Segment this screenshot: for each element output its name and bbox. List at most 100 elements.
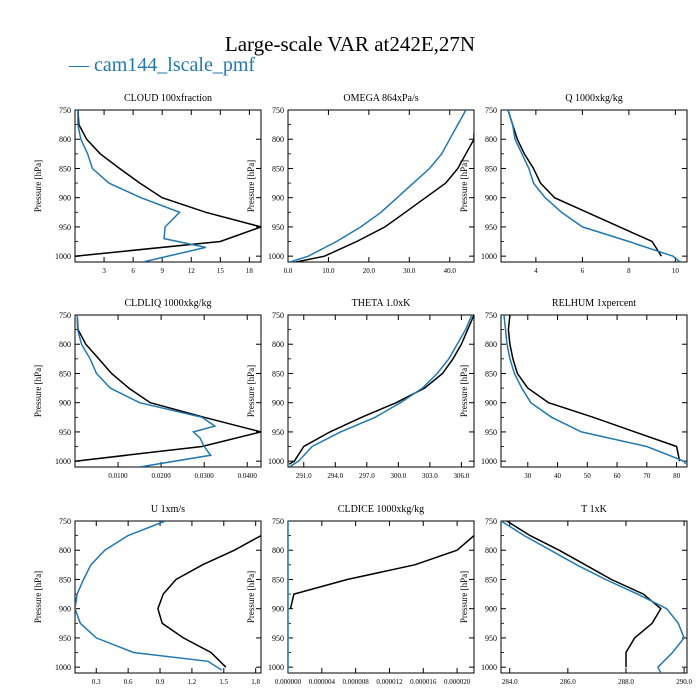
panel-title: OMEGA 864xPa/s [343, 93, 418, 104]
panel-title: T 1xK [581, 504, 607, 515]
y-tick-label: 750 [485, 106, 497, 115]
x-tick-label: 6 [131, 267, 135, 275]
series-line-1 [507, 110, 663, 257]
y-tick-label: 850 [59, 575, 71, 584]
x-tick-label: 0.0100 [108, 472, 128, 480]
y-tick-label: 800 [272, 340, 284, 349]
y-tick-label: 850 [59, 164, 71, 173]
x-tick-label: 30.0 [403, 267, 416, 275]
y-axis-label: Pressure [hPa] [33, 160, 43, 212]
series-line-1 [157, 534, 261, 668]
panel-5: THETA 1.0xK Pressure [hPa] 750 800 850 900 950… [246, 298, 475, 480]
panel-frame [500, 109, 688, 263]
x-tick-label: 0.0200 [151, 472, 171, 480]
panel-title: THETA 1.0xK [352, 298, 411, 309]
x-tick-label: 3 [102, 267, 106, 275]
y-tick-label: 950 [485, 223, 497, 232]
x-tick-label: 0.6 [124, 678, 133, 686]
y-tick-label: 950 [272, 428, 284, 437]
y-tick-label: 1000 [55, 457, 71, 466]
x-tick-label: 0.9 [156, 678, 165, 686]
panel-title: Q 1000xkg/kg [565, 93, 623, 104]
x-tick-label: 10 [672, 267, 680, 275]
x-tick-label: 1.2 [188, 678, 197, 686]
y-tick-label: 1000 [268, 457, 284, 466]
x-tick-label: 303.0 [422, 472, 438, 480]
y-tick-label: 800 [59, 340, 71, 349]
y-tick-label: 750 [59, 106, 71, 115]
y-tick-label: 800 [59, 546, 71, 555]
y-axis-label: Pressure [hPa] [459, 571, 469, 623]
series-line-2 [288, 315, 473, 467]
series-line-1 [75, 110, 261, 257]
x-tick-label: 1.8 [251, 678, 260, 686]
y-tick-label: 900 [485, 605, 497, 614]
series-line-2 [77, 110, 206, 262]
series-line-2 [76, 315, 217, 467]
y-tick-label: 900 [59, 194, 71, 203]
x-tick-label: 60 [614, 472, 622, 480]
x-tick-label: 15 [217, 267, 225, 275]
y-tick-label: 950 [59, 428, 71, 437]
y-tick-label: 900 [485, 194, 497, 203]
x-tick-label: 0.0 [284, 267, 293, 275]
panel-6: RELHUM 1xpercent Pressure [hPa] 750 800 850 9… [459, 298, 688, 480]
panel-title: CLOUD 100xfraction [124, 93, 212, 104]
y-tick-label: 950 [59, 634, 71, 643]
y-tick-label: 950 [485, 634, 497, 643]
x-tick-label: 6 [581, 267, 585, 275]
x-tick-label: 0.0400 [238, 472, 258, 480]
y-tick-label: 850 [59, 369, 71, 378]
x-tick-label: 8 [627, 267, 631, 275]
series-line-1 [288, 315, 474, 465]
y-tick-label: 750 [272, 106, 284, 115]
panel-frame [287, 520, 475, 674]
y-tick-label: 1000 [55, 663, 71, 672]
y-tick-label: 800 [272, 135, 284, 144]
y-tick-label: 1000 [268, 252, 284, 261]
y-tick-label: 750 [59, 517, 71, 526]
x-tick-label: 0.000012 [376, 678, 403, 686]
y-tick-label: 950 [59, 223, 71, 232]
series-line-2 [501, 521, 685, 673]
series-line-1 [289, 535, 474, 609]
panel-frame [287, 314, 475, 468]
panel-frame [287, 109, 475, 263]
x-tick-label: 70 [643, 472, 651, 480]
y-tick-label: 950 [485, 428, 497, 437]
panel-2: OMEGA 864xPa/s Pressure [hPa] 750 800 850 900… [246, 93, 475, 275]
y-tick-label: 750 [59, 311, 71, 320]
x-tick-label: 0.000016 [410, 678, 437, 686]
y-tick-label: 850 [485, 575, 497, 584]
x-tick-label: 0.000000 [275, 678, 302, 686]
y-tick-label: 1000 [481, 252, 497, 261]
x-tick-label: 0.000008 [343, 678, 370, 686]
x-tick-label: 300.0 [390, 472, 406, 480]
panel-4: CLDLIQ 1000xkg/kg Pressure [hPa] 750 800 850… [33, 298, 262, 480]
y-tick-label: 900 [485, 399, 497, 408]
x-tick-label: 0.0300 [195, 472, 215, 480]
y-tick-label: 900 [272, 605, 284, 614]
series-line-1 [507, 315, 681, 462]
y-tick-label: 1000 [481, 663, 497, 672]
x-tick-label: 286.0 [560, 678, 576, 686]
x-tick-label: 10.0 [322, 267, 335, 275]
y-tick-label: 900 [272, 399, 284, 408]
figure-title: Large-scale VAR at242E,27N [224, 32, 476, 56]
series-line-2 [503, 315, 687, 465]
x-tick-label: 18 [246, 267, 254, 275]
y-axis-label: Pressure [hPa] [33, 365, 43, 417]
panel-frame [74, 109, 262, 263]
panel-3: Q 1000xkg/kg Pressure [hPa] 750 800 850 900 95… [459, 93, 688, 275]
panel-frame [500, 314, 688, 468]
y-tick-label: 800 [485, 546, 497, 555]
y-tick-label: 750 [272, 311, 284, 320]
y-tick-label: 950 [272, 634, 284, 643]
panel-7: U 1xm/s Pressure [hPa] 750 800 850 900 950 1000… [33, 504, 262, 686]
y-axis-label: Pressure [hPa] [246, 160, 256, 212]
y-axis-label: Pressure [hPa] [459, 365, 469, 417]
x-tick-label: 297.0 [359, 472, 375, 480]
panel-1: CLOUD 100xfraction Pressure [hPa] 750 800 85… [33, 93, 262, 275]
x-tick-label: 80 [673, 472, 681, 480]
panel-title: U 1xm/s [151, 504, 185, 515]
